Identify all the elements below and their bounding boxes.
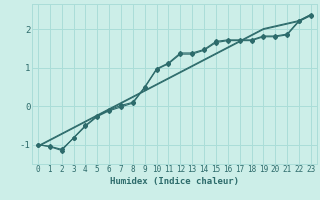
X-axis label: Humidex (Indice chaleur): Humidex (Indice chaleur)	[110, 177, 239, 186]
